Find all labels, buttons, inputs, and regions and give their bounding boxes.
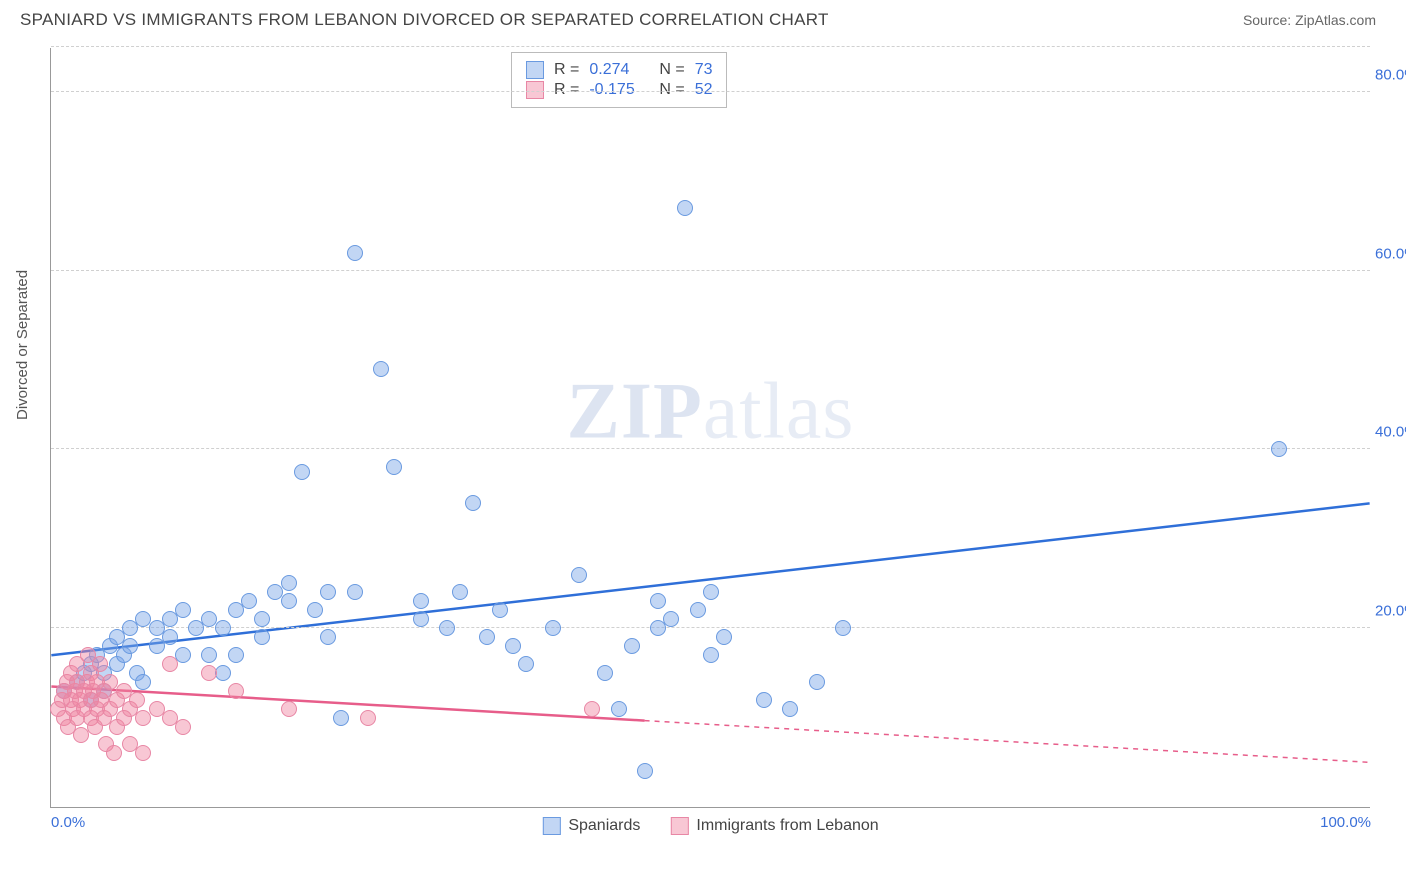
x-tick-label: 0.0% — [51, 814, 85, 831]
r-value: 0.274 — [589, 61, 649, 79]
data-point — [571, 567, 587, 583]
data-point — [175, 719, 191, 735]
data-point — [347, 245, 363, 261]
data-point — [320, 584, 336, 600]
gridline — [51, 46, 1370, 47]
data-point — [386, 459, 402, 475]
data-point — [294, 464, 310, 480]
legend-swatch — [542, 817, 560, 835]
legend-item: Immigrants from Lebanon — [670, 817, 878, 835]
data-point — [465, 495, 481, 511]
data-point — [135, 745, 151, 761]
data-point — [703, 584, 719, 600]
correlation-legend: R =0.274N =73R =-0.175N =52 — [511, 52, 727, 108]
legend-swatch — [526, 61, 544, 79]
data-point — [597, 665, 613, 681]
data-point — [452, 584, 468, 600]
data-point — [650, 593, 666, 609]
data-point — [307, 602, 323, 618]
y-axis-label: Divorced or Separated — [14, 270, 31, 420]
data-point — [584, 701, 600, 717]
data-point — [663, 611, 679, 627]
data-point — [611, 701, 627, 717]
data-point — [281, 701, 297, 717]
data-point — [492, 602, 508, 618]
trendline — [51, 503, 1369, 655]
data-point — [637, 763, 653, 779]
n-label: N = — [659, 61, 684, 79]
source-attribution: Source: ZipAtlas.com — [1243, 12, 1376, 28]
data-point — [254, 611, 270, 627]
n-value: 73 — [695, 61, 713, 79]
data-point — [241, 593, 257, 609]
data-point — [175, 602, 191, 618]
data-point — [1271, 441, 1287, 457]
correlation-row: R = 0.274 N = 73 — [526, 61, 712, 79]
data-point — [809, 674, 825, 690]
data-point — [413, 593, 429, 609]
legend-swatch — [670, 817, 688, 835]
data-point — [281, 575, 297, 591]
data-point — [106, 745, 122, 761]
data-point — [228, 647, 244, 663]
data-point — [92, 656, 108, 672]
data-point — [320, 629, 336, 645]
data-point — [518, 656, 534, 672]
data-point — [505, 638, 521, 654]
r-label: R = — [554, 61, 579, 79]
data-point — [703, 647, 719, 663]
legend-item: Spaniards — [542, 817, 640, 835]
x-tick-label: 100.0% — [1320, 814, 1371, 831]
data-point — [281, 593, 297, 609]
data-point — [135, 674, 151, 690]
data-point — [624, 638, 640, 654]
legend-label: Spaniards — [568, 817, 640, 835]
gridline — [51, 270, 1370, 271]
data-point — [835, 620, 851, 636]
data-point — [162, 656, 178, 672]
y-tick-label: 40.0% — [1375, 424, 1406, 441]
data-point — [129, 692, 145, 708]
data-point — [228, 683, 244, 699]
data-point — [716, 629, 732, 645]
data-point — [215, 620, 231, 636]
data-point — [756, 692, 772, 708]
series-legend: Spaniards Immigrants from Lebanon — [542, 817, 878, 835]
data-point — [122, 638, 138, 654]
trendline-extrapolated — [645, 721, 1370, 763]
data-point — [201, 647, 217, 663]
data-point — [677, 200, 693, 216]
y-tick-label: 20.0% — [1375, 603, 1406, 620]
scatter-chart: ZIPatlas R =0.274N =73R =-0.175N =52 Spa… — [50, 48, 1370, 808]
legend-label: Immigrants from Lebanon — [696, 817, 878, 835]
data-point — [439, 620, 455, 636]
y-tick-label: 80.0% — [1375, 66, 1406, 83]
trendlines-layer — [51, 48, 1370, 807]
data-point — [690, 602, 706, 618]
data-point — [545, 620, 561, 636]
gridline — [51, 91, 1370, 92]
data-point — [360, 710, 376, 726]
gridline — [51, 627, 1370, 628]
data-point — [201, 665, 217, 681]
data-point — [479, 629, 495, 645]
data-point — [373, 361, 389, 377]
data-point — [254, 629, 270, 645]
chart-title: SPANIARD VS IMMIGRANTS FROM LEBANON DIVO… — [20, 10, 829, 30]
data-point — [413, 611, 429, 627]
data-point — [347, 584, 363, 600]
title-bar: SPANIARD VS IMMIGRANTS FROM LEBANON DIVO… — [0, 0, 1406, 36]
gridline — [51, 448, 1370, 449]
data-point — [782, 701, 798, 717]
data-point — [162, 629, 178, 645]
data-point — [333, 710, 349, 726]
y-tick-label: 60.0% — [1375, 245, 1406, 262]
